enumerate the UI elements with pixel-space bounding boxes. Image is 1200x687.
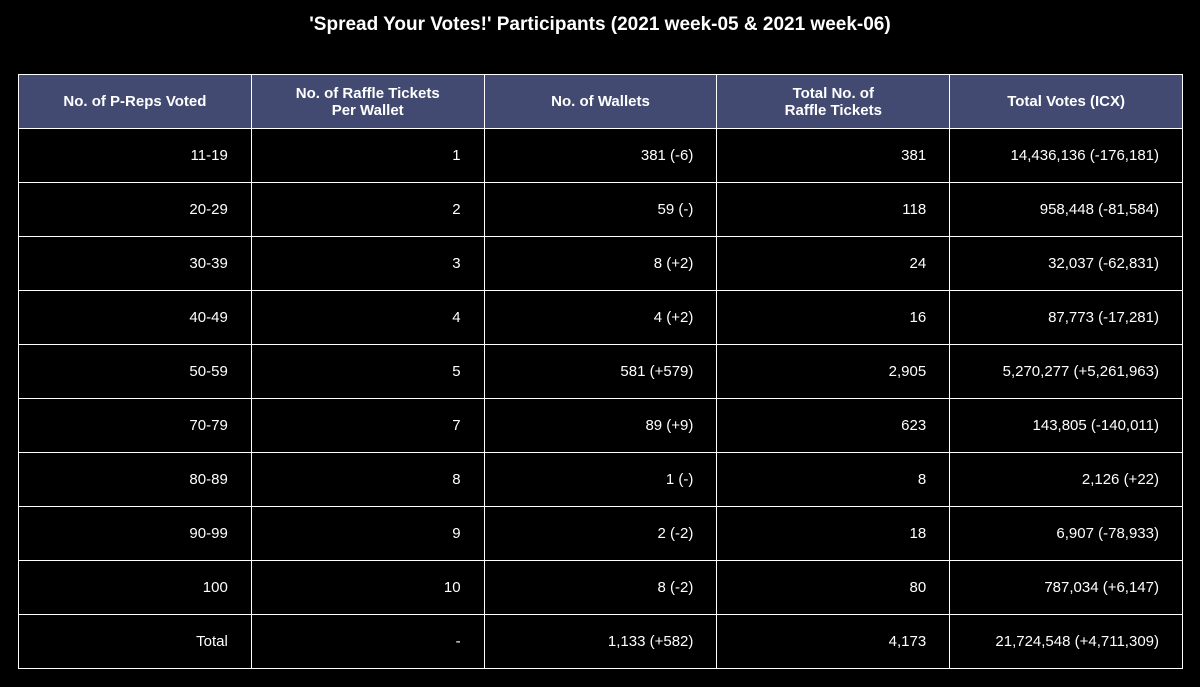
header-tickets-per-wallet: No. of Raffle Tickets Per Wallet [250,74,485,129]
total-votes-cell: 958,448 (-81,584) [949,182,1183,237]
tickets-per-wallet-cell: 1 [250,128,485,183]
table-row: 20-29 2 59 (-) 118 958,448 (-81,584) [18,182,1183,237]
header-preps-voted: No. of P-Reps Voted [18,74,252,129]
wallets-cell: 381 (-6) [483,128,718,183]
header-wallets: No. of Wallets [483,74,718,129]
table-row: 80-89 8 1 (-) 8 2,126 (+22) [18,452,1183,507]
wallets-cell: 1,133 (+582) [483,614,718,669]
total-votes-cell: 2,126 (+22) [949,452,1183,507]
tickets-per-wallet-cell: 10 [250,560,485,615]
total-tickets-cell: 16 [716,290,951,345]
total-tickets-cell: 381 [716,128,951,183]
wallets-cell: 4 (+2) [483,290,718,345]
header-total-tickets: Total No. of Raffle Tickets [716,74,951,129]
header-row: No. of P-Reps Voted No. of Raffle Ticket… [18,74,1183,129]
table-row: 100 10 8 (-2) 80 787,034 (+6,147) [18,560,1183,615]
table-row: Total -1,133 (+582) 4,173 21,724,548 (+4,71… [18,614,1183,669]
table-row: 40-49 4 4 (+2) 16 87,773 (-17,281) [18,290,1183,345]
total-votes-cell: 143,805 (-140,011) [949,398,1183,453]
total-tickets-cell: 118 [716,182,951,237]
tickets-per-wallet-cell: 5 [250,344,485,399]
total-votes-cell: 5,270,277 (+5,261,963) [949,344,1183,399]
wallets-cell: 1 (-) [483,452,718,507]
total-tickets-cell: 24 [716,236,951,291]
total-tickets-cell: 2,905 [716,344,951,399]
preps-voted-cell: 11-19 [18,128,252,183]
total-tickets-cell: 80 [716,560,951,615]
wallets-cell: 59 (-) [483,182,718,237]
preps-voted-cell: 90-99 [18,506,252,561]
tickets-per-wallet-cell: 9 [250,506,485,561]
header-total-votes: Total Votes (ICX) [949,74,1183,129]
table-row: 70-79 7 89 (+9) 623 143,805 (-140,011) [18,398,1183,453]
table-row: 11-19 1 381 (-6) 381 14,436,136 (-176,181) [18,128,1183,183]
tickets-per-wallet-cell: 7 [250,398,485,453]
total-votes-cell: 87,773 (-17,281) [949,290,1183,345]
total-votes-cell: 32,037 (-62,831) [949,236,1183,291]
wallets-cell: 89 (+9) [483,398,718,453]
tickets-per-wallet-cell: - [250,614,485,669]
table-body: 11-19 1 381 (-6) 381 14,436,136 (-176,181) 20… [18,128,1183,669]
total-tickets-cell: 4,173 [716,614,951,669]
preps-voted-cell: 80-89 [18,452,252,507]
preps-voted-cell: 20-29 [18,182,252,237]
wallets-cell: 581 (+579) [483,344,718,399]
participants-table: No. of P-Reps Voted No. of Raffle Ticket… [18,74,1183,669]
preps-voted-cell: 40-49 [18,290,252,345]
wallets-cell: 2 (-2) [483,506,718,561]
tickets-per-wallet-cell: 3 [250,236,485,291]
wallets-cell: 8 (+2) [483,236,718,291]
preps-voted-cell: 100 [18,560,252,615]
preps-voted-cell: Total [18,614,252,669]
tickets-per-wallet-cell: 8 [250,452,485,507]
total-tickets-cell: 18 [716,506,951,561]
chart-title: 'Spread Your Votes!' Participants (2021 … [309,14,891,35]
tickets-per-wallet-cell: 4 [250,290,485,345]
total-votes-cell: 21,724,548 (+4,711,309) [949,614,1183,669]
total-tickets-cell: 623 [716,398,951,453]
total-votes-cell: 14,436,136 (-176,181) [949,128,1183,183]
total-votes-cell: 787,034 (+6,147) [949,560,1183,615]
preps-voted-cell: 70-79 [18,398,252,453]
table-row: 90-99 9 2 (-2) 18 6,907 (-78,933) [18,506,1183,561]
preps-voted-cell: 30-39 [18,236,252,291]
preps-voted-cell: 50-59 [18,344,252,399]
total-tickets-cell: 8 [716,452,951,507]
total-votes-cell: 6,907 (-78,933) [949,506,1183,561]
wallets-cell: 8 (-2) [483,560,718,615]
tickets-per-wallet-cell: 2 [250,182,485,237]
table-row: 50-59 5 581 (+579) 2,905 5,270,277 (+5,261,9… [18,344,1183,399]
table-row: 30-39 3 8 (+2) 24 32,037 (-62,831) [18,236,1183,291]
